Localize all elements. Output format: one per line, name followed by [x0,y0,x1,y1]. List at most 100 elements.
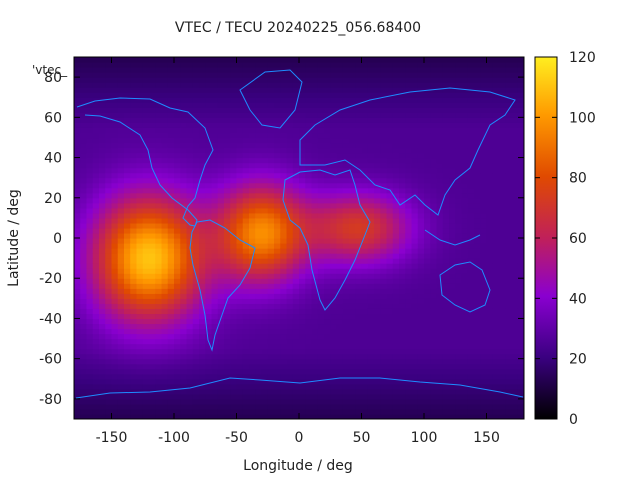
heatmap-cell [105,278,113,284]
heatmap-cell [499,338,506,345]
heatmap-cell [492,343,500,350]
heatmap-cell [261,403,269,410]
heatmap-cell [105,333,113,340]
heatmap-cell [292,298,300,304]
heatmap-cell [486,152,494,159]
heatmap-cell [505,308,513,315]
heatmap-cell [217,87,225,93]
heatmap-cell [86,378,94,385]
heatmap-cell [486,323,494,330]
heatmap-cell [467,238,475,244]
heatmap-cell [399,202,406,209]
heatmap-cell [105,77,113,83]
heatmap-cell [305,283,313,289]
heatmap-cell [242,353,250,360]
heatmap-cell [411,278,419,284]
heatmap-cell [424,212,431,219]
heatmap-cell [299,288,306,294]
heatmap-cell [92,303,100,309]
heatmap-cell [474,398,481,405]
heatmap-cell [230,62,238,68]
heatmap-cell [224,243,231,249]
heatmap-cell [486,318,494,325]
heatmap-cell [242,378,250,385]
heatmap-cell [386,122,394,128]
heatmap-cell [442,403,450,410]
heatmap-cell [124,182,131,189]
heatmap-cell [236,408,244,415]
heatmap-cell [211,82,219,88]
heatmap-cell [249,413,256,419]
heatmap-cell [111,353,119,360]
heatmap-cell [461,263,469,269]
heatmap-cell [349,283,356,289]
heatmap-cell [174,222,181,229]
heatmap-cell [417,353,425,360]
heatmap-cell [186,197,194,204]
heatmap-cell [230,383,238,390]
heatmap-cell [374,323,381,330]
heatmap-cell [111,318,119,325]
heatmap-cell [461,313,469,320]
heatmap-cell [224,67,231,73]
heatmap-cell [392,202,400,209]
heatmap-cell [161,318,169,325]
heatmap-cell [274,348,281,355]
heatmap-cell [392,308,400,315]
heatmap-cell [286,413,294,419]
heatmap-cell [261,288,269,294]
heatmap-cell [136,112,144,118]
heatmap-cell [286,222,294,229]
heatmap-cell [355,112,363,118]
heatmap-cell [224,298,231,304]
heatmap-cell [124,167,131,174]
heatmap-cell [474,87,481,93]
heatmap-cell [455,238,463,244]
heatmap-cell [449,333,456,340]
heatmap-cell [224,388,231,395]
heatmap-cell [142,117,150,123]
heatmap-cell [199,353,206,360]
heatmap-cell [180,288,188,294]
heatmap-cell [299,403,306,410]
heatmap-cell [336,393,344,400]
heatmap-cell [130,383,138,390]
heatmap-cell [499,72,506,78]
heatmap-cell [392,142,400,149]
heatmap-cell [330,318,338,325]
heatmap-cell [480,212,488,219]
heatmap-cell [242,137,250,144]
heatmap-cell [117,313,125,320]
heatmap-cell [330,87,338,93]
heatmap-cell [361,92,369,98]
heatmap-cell [349,343,356,350]
heatmap-cell [417,92,425,98]
heatmap-cell [424,348,431,355]
heatmap-cell [255,383,263,390]
heatmap-cell [230,378,238,385]
heatmap-cell [199,162,206,169]
heatmap-cell [430,162,438,169]
heatmap-cell [111,253,119,259]
heatmap-cell [424,373,431,380]
heatmap-cell [299,378,306,385]
heatmap-cell [342,187,350,194]
heatmap-cell [211,388,219,395]
heatmap-cell [292,363,300,370]
heatmap-cell [142,323,150,330]
heatmap-cell [424,147,431,154]
heatmap-cell [136,162,144,169]
heatmap-cell [249,303,256,309]
heatmap-cell [236,378,244,385]
heatmap-cell [249,97,256,103]
heatmap-cell [492,67,500,73]
heatmap-cell [161,253,169,259]
heatmap-cell [130,238,138,244]
heatmap-cell [267,353,275,360]
chart-title: VTEC / TECU 20240225_056.68400 [175,20,421,36]
heatmap-cell [286,253,294,259]
heatmap-cell [249,132,256,139]
heatmap-cell [124,358,131,365]
heatmap-cell [274,318,281,325]
heatmap-cell [211,243,219,249]
